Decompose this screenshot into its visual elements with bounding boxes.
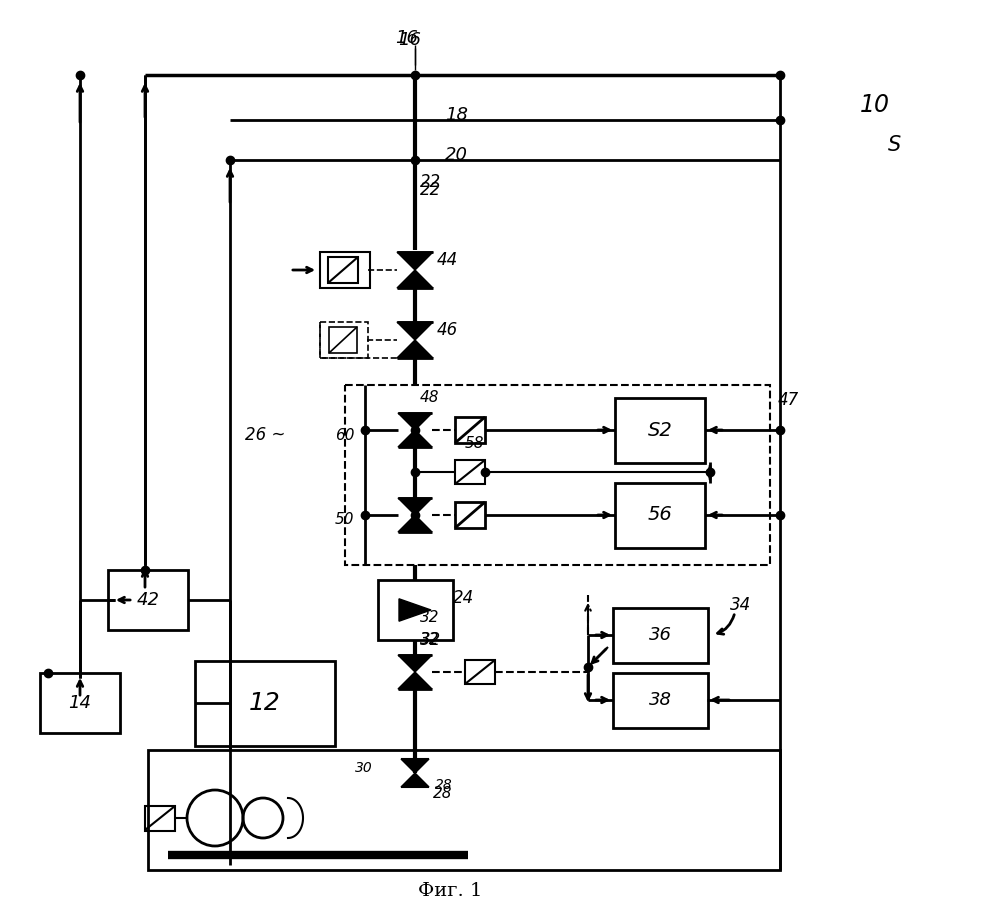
- Text: 30: 30: [355, 761, 373, 775]
- Text: 38: 38: [648, 691, 672, 709]
- Bar: [148, 750, 780, 870]
- Polygon shape: [399, 599, 431, 621]
- Text: 56: 56: [648, 506, 672, 525]
- Text: 36: 36: [648, 626, 672, 644]
- Bar: [145, 806, 175, 831]
- Bar: [329, 327, 357, 353]
- Bar: [320, 252, 370, 288]
- Text: S2: S2: [648, 421, 672, 439]
- Bar: [345, 385, 770, 565]
- Polygon shape: [397, 322, 433, 340]
- Text: 50: 50: [335, 513, 354, 527]
- Polygon shape: [397, 270, 433, 288]
- Text: 34: 34: [730, 596, 751, 614]
- Bar: [615, 398, 705, 463]
- Text: 44: 44: [437, 251, 458, 269]
- Bar: [455, 417, 485, 443]
- Text: 16: 16: [398, 31, 422, 49]
- Text: 26 ~: 26 ~: [245, 426, 285, 444]
- Text: 14: 14: [68, 694, 92, 712]
- Bar: [455, 502, 485, 528]
- Text: 32: 32: [420, 632, 440, 648]
- Bar: [465, 660, 495, 684]
- Text: 42: 42: [136, 591, 160, 609]
- Text: 22: 22: [420, 181, 441, 199]
- Text: 20: 20: [445, 146, 468, 164]
- Text: 47: 47: [778, 391, 799, 409]
- Polygon shape: [401, 759, 429, 773]
- Text: 60: 60: [335, 427, 354, 443]
- Bar: [328, 257, 358, 283]
- Bar: [613, 673, 708, 728]
- Polygon shape: [401, 773, 429, 787]
- Text: 58: 58: [465, 436, 484, 452]
- Bar: [195, 661, 335, 746]
- Text: 32: 32: [420, 631, 441, 649]
- Text: 48: 48: [420, 391, 440, 405]
- Bar: [320, 322, 368, 358]
- Bar: [378, 580, 453, 640]
- Bar: [615, 483, 705, 548]
- Text: 24: 24: [453, 589, 474, 607]
- Polygon shape: [398, 430, 432, 447]
- Text: 10: 10: [860, 93, 890, 117]
- Polygon shape: [397, 252, 433, 270]
- Text: S: S: [888, 135, 902, 155]
- Text: 16: 16: [396, 29, 418, 47]
- Bar: [108, 570, 188, 630]
- Text: 18: 18: [445, 106, 468, 124]
- Bar: [455, 460, 485, 484]
- Text: 22: 22: [420, 173, 441, 191]
- Text: 46: 46: [437, 321, 458, 339]
- Polygon shape: [398, 515, 432, 532]
- Polygon shape: [398, 655, 432, 672]
- Bar: [613, 608, 708, 663]
- Polygon shape: [398, 498, 432, 515]
- Text: 12: 12: [249, 691, 281, 715]
- Polygon shape: [398, 672, 432, 689]
- Polygon shape: [398, 413, 432, 430]
- Bar: [40, 673, 120, 733]
- Text: 28: 28: [433, 785, 452, 801]
- Polygon shape: [397, 340, 433, 358]
- Text: 32: 32: [420, 609, 440, 625]
- Text: 28: 28: [435, 778, 453, 792]
- Text: Фиг. 1: Фиг. 1: [418, 882, 482, 900]
